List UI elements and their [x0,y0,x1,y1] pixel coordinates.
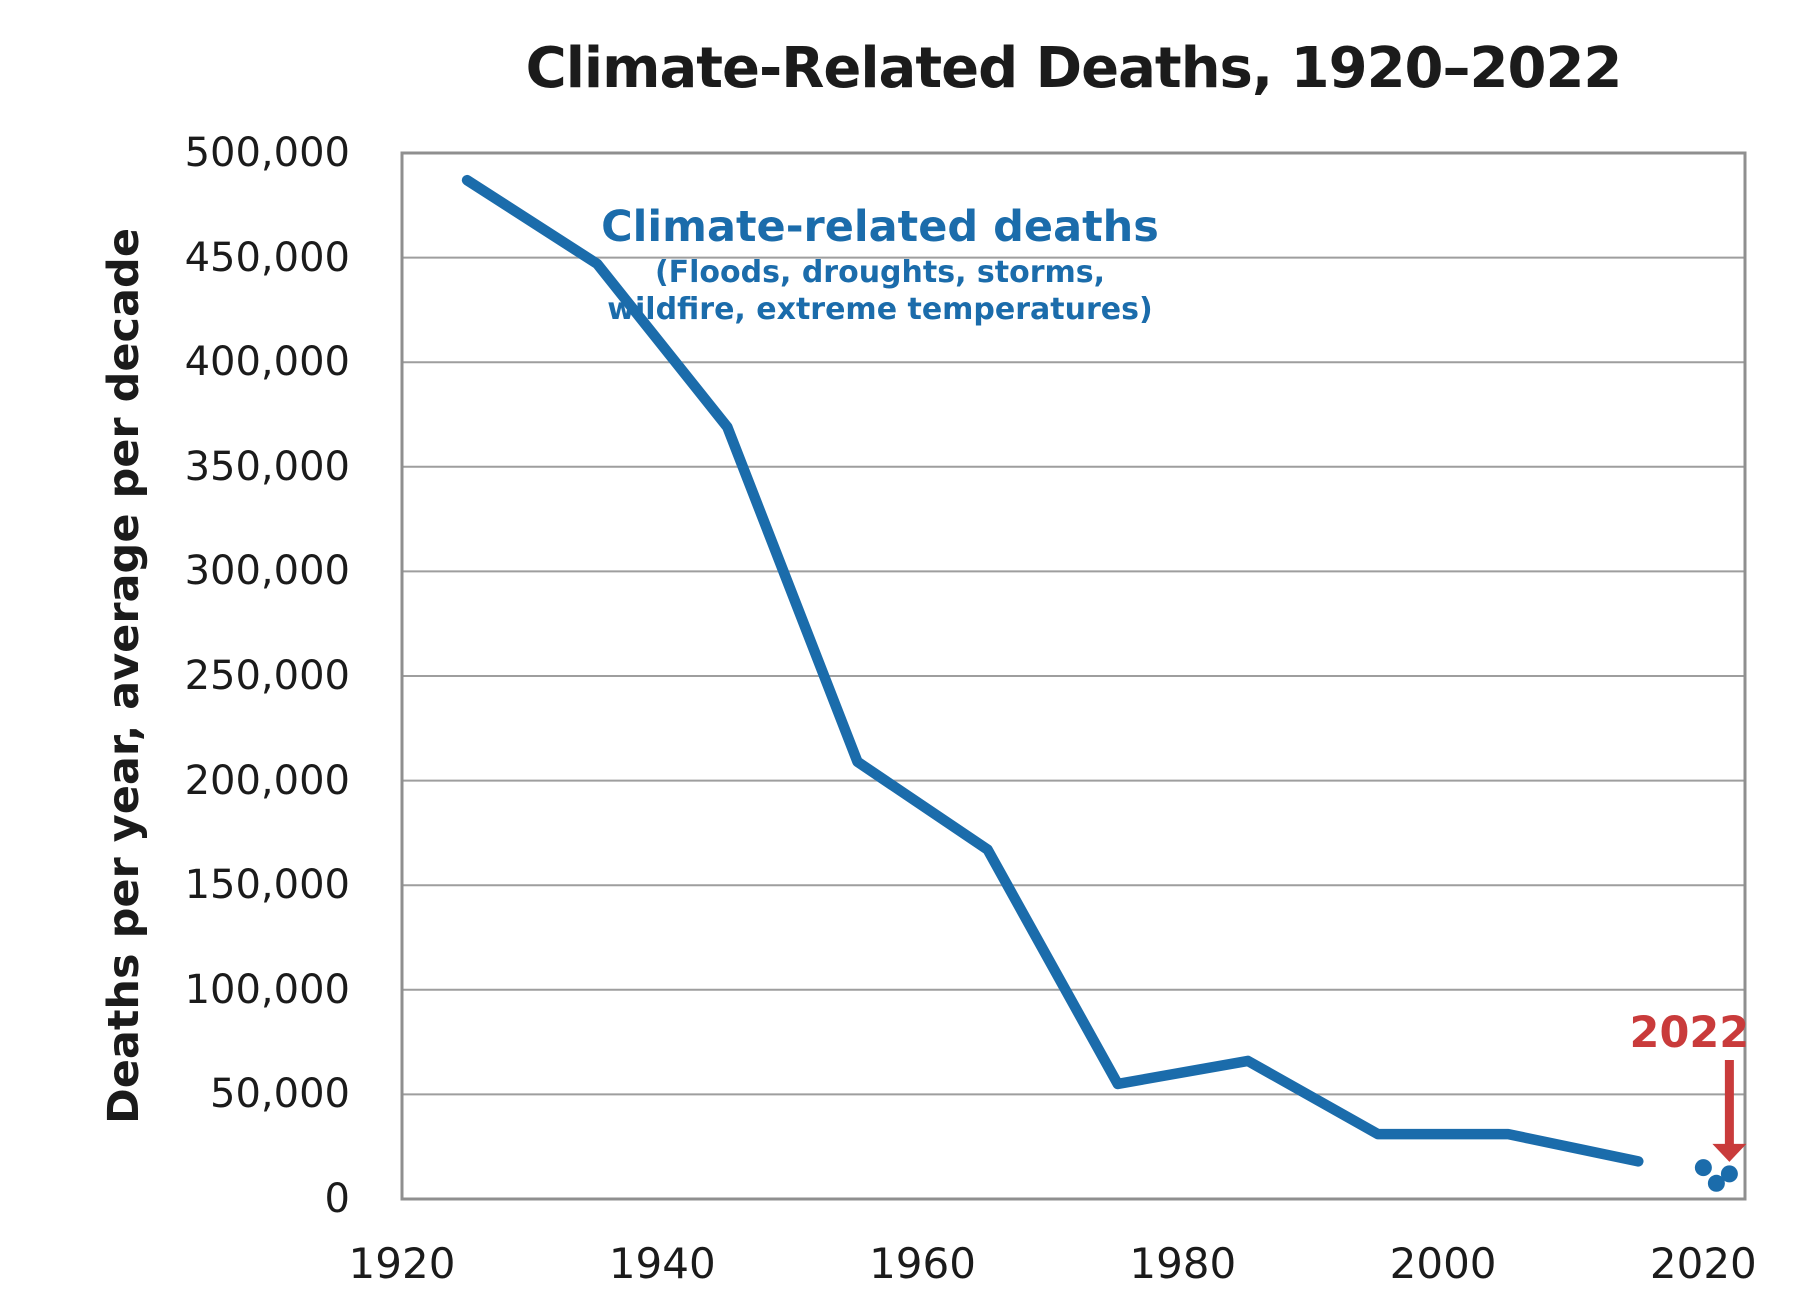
y-tick-label-200000: 200,000 [184,757,350,804]
plot-frame [400,151,1747,1201]
y-tick-label-450000: 450,000 [184,234,350,281]
callout-2022-label: 2022 [1629,1008,1750,1058]
x-tick-label-1980: 1980 [1129,1239,1237,1288]
annual-dot-2021 [1707,1174,1725,1192]
annual-dot-2022 [1720,1165,1738,1183]
y-tick-label-50000: 50,000 [210,1071,350,1118]
y-tick-label-300000: 300,000 [184,548,350,595]
chart-title: Climate-Related Deaths, 1920–2022 [525,36,1623,101]
y-tick-label-500000: 500,000 [184,130,350,176]
legend-title: Climate-related deaths [601,202,1159,252]
callout-arrow-head [1712,1143,1747,1162]
x-tick-label-1940: 1940 [608,1239,716,1288]
legend-subtitle-line1: (Floods, droughts, storms, [654,255,1106,290]
y-tick-label-0: 0 [324,1176,350,1222]
x-tick-label-2020: 2020 [1649,1239,1757,1288]
x-tick-label-2000: 2000 [1389,1239,1497,1288]
x-tick-label-1960: 1960 [869,1239,976,1288]
y-tick-label-350000: 350,000 [184,443,350,490]
legend-subtitle-line2: wildfire, extreme temperatures) [607,292,1153,327]
y-tick-label-250000: 250,000 [184,653,350,699]
x-tick-label-1920: 1920 [348,1239,456,1288]
y-tick-label-400000: 400,000 [184,339,350,386]
y-tick-label-150000: 150,000 [184,862,350,909]
deaths-trend-line [461,174,1644,1167]
annual-dot-2020 [1694,1159,1712,1177]
series-legend: Climate-related deaths (Floods, droughts… [565,200,1195,328]
y-tick-label-100000: 100,000 [184,966,350,1013]
